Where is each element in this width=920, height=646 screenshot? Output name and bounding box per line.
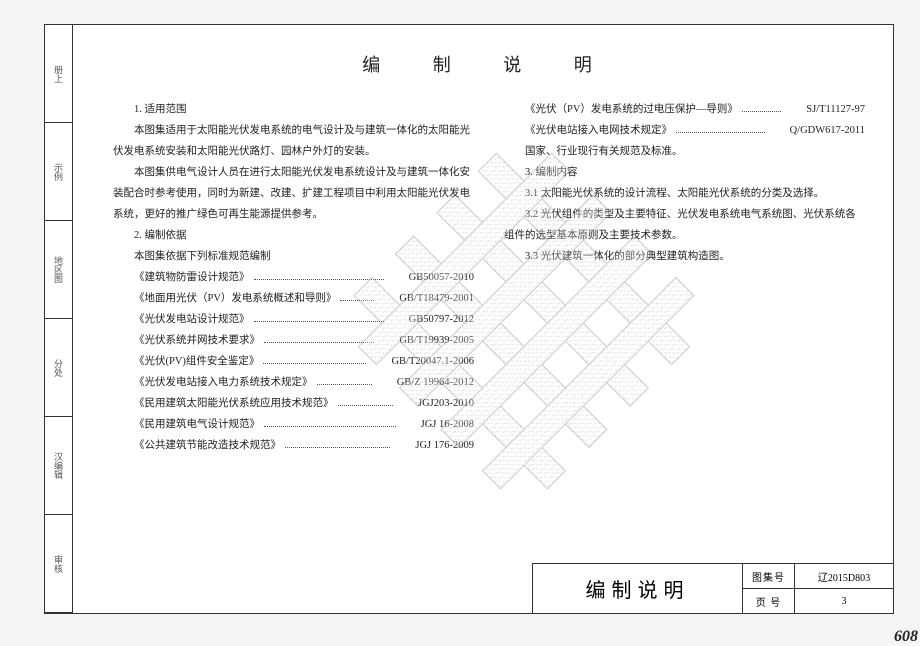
- tb-value: 辽2015D803: [795, 564, 893, 588]
- margin-cell: 汉编辑: [45, 417, 72, 515]
- reference-code: JGJ 16-2008: [400, 414, 474, 435]
- margin-cell: 册上: [45, 25, 72, 123]
- leader-dots: [263, 363, 366, 364]
- reference-row: 《光伏发电站接入电力系统技术规定》 GB/Z 19964-2012: [113, 372, 474, 393]
- reference-row: 《民用建筑太阳能光伏系统应用技术规范》 JGJ203-2010: [113, 393, 474, 414]
- reference-row: 《光伏(PV)组件安全鉴定》 GB/T20047.1-2006: [113, 351, 474, 372]
- sec3-item: 3.2 光伏组件的类型及主要特征、光伏发电系统电气系统图、光伏系统各组件的选型基…: [504, 204, 865, 246]
- leader-dots: [742, 111, 781, 112]
- margin-cell: 分处: [45, 319, 72, 417]
- sec3-item: 3.3 光伏建筑一体化的部分典型建筑构造图。: [504, 246, 865, 267]
- tb-label: 图集号: [743, 564, 795, 588]
- reference-title: 《地面用光伏（PV）发电系统概述和导则》: [113, 288, 336, 309]
- column-right: 《光伏（PV）发电系统的过电压保护—导则》SJ/T11127-97《光伏电站接入…: [504, 99, 865, 456]
- reference-code: GB/T19939-2005: [378, 330, 474, 351]
- extra-text: 国家、行业现行有关规范及标准。: [504, 141, 865, 162]
- reference-code: GB/Z 19964-2012: [376, 372, 474, 393]
- margin-cell: 审核: [45, 515, 72, 613]
- reference-row: 《民用建筑电气设计规范》 JGJ 16-2008: [113, 414, 474, 435]
- reference-code: GB/T18479-2001: [378, 288, 474, 309]
- leader-dots: [254, 279, 384, 280]
- reference-code: GB50797-2012: [388, 309, 474, 330]
- leader-dots: [254, 321, 384, 322]
- page-title: 编 制 说 明: [113, 51, 865, 77]
- tb-row: 页 号 3: [743, 589, 893, 613]
- reference-row: 《光伏系统并网技术要求》 GB/T19939-2005: [113, 330, 474, 351]
- tb-row: 图集号 辽2015D803: [743, 564, 893, 589]
- reference-row: 《光伏发电站设计规范》 GB50797-2012: [113, 309, 474, 330]
- reference-code: GB50057-2010: [388, 267, 474, 288]
- reference-title: 《建筑物防雷设计规范》: [113, 267, 250, 288]
- reference-list: 《建筑物防雷设计规范》GB50057-2010《地面用光伏（PV）发电系统概述和…: [113, 267, 474, 456]
- reference-code: Q/GDW617-2011: [769, 120, 865, 141]
- reference-title: 《光伏系统并网技术要求》: [113, 330, 260, 351]
- content-area: 编 制 说 明 1. 适用范围 本图集适用于太阳能光伏发电系统的电气设计及与建筑…: [73, 25, 893, 613]
- tb-label: 页 号: [743, 589, 795, 613]
- reference-row: 《公共建筑节能改造技术规范》 JGJ 176-2009: [113, 435, 474, 456]
- reference-title: 《民用建筑电气设计规范》: [113, 414, 260, 435]
- reference-title: 《光伏电站接入电网技术规定》: [504, 120, 672, 141]
- reference-title: 《光伏(PV)组件安全鉴定》: [113, 351, 259, 372]
- title-block-right: 图集号 辽2015D803 页 号 3: [743, 564, 893, 613]
- margin-cell: 示例: [45, 123, 72, 221]
- reference-row: 《光伏（PV）发电系统的过电压保护—导则》 SJ/T11127-97: [504, 99, 865, 120]
- sec2-heading: 2. 编制依据: [113, 225, 474, 246]
- outer-page-number: 608: [894, 628, 918, 646]
- reference-row: 《地面用光伏（PV）发电系统概述和导则》 GB/T18479-2001: [113, 288, 474, 309]
- reference-title: 《公共建筑节能改造技术规范》: [113, 435, 281, 456]
- reference-code: SJ/T11127-97: [785, 99, 865, 120]
- leader-dots: [338, 405, 393, 406]
- leader-dots: [285, 447, 390, 448]
- leader-dots: [317, 384, 372, 385]
- reference-row: 《光伏电站接入电网技术规定》 Q/GDW617-2011: [504, 120, 865, 141]
- left-margin: 册上 示例 地区图 分处 汉编辑 审核: [45, 25, 73, 613]
- leader-dots: [264, 342, 374, 343]
- title-block: 编制说明 图集号 辽2015D803 页 号 3: [532, 563, 893, 613]
- sec3-item: 3.1 太阳能光伏系统的设计流程、太阳能光伏系统的分类及选择。: [504, 183, 865, 204]
- leader-dots: [264, 426, 396, 427]
- margin-cell: 地区图: [45, 221, 72, 319]
- column-left: 1. 适用范围 本图集适用于太阳能光伏发电系统的电气设计及与建筑一体化的太阳能光…: [113, 99, 474, 456]
- leader-dots: [676, 132, 765, 133]
- tb-value: 3: [795, 589, 893, 613]
- reference-title: 《民用建筑太阳能光伏系统应用技术规范》: [113, 393, 334, 414]
- sec3-heading: 3. 编制内容: [504, 162, 865, 183]
- sec1-heading: 1. 适用范围: [113, 99, 474, 120]
- reference-code: JGJ203-2010: [397, 393, 474, 414]
- reference-row: 《建筑物防雷设计规范》 GB50057-2010: [113, 267, 474, 288]
- reference-list: 《光伏（PV）发电系统的过电压保护—导则》SJ/T11127-97《光伏电站接入…: [504, 99, 865, 141]
- reference-code: GB/T20047.1-2006: [370, 351, 474, 372]
- title-block-main: 编制说明: [533, 564, 743, 613]
- sec1-para: 本图集供电气设计人员在进行太阳能光伏发电系统设计及与建筑一体化安装配合时参考使用…: [113, 162, 474, 225]
- sec1-para: 本图集适用于太阳能光伏发电系统的电气设计及与建筑一体化的太阳能光伏发电系统安装和…: [113, 120, 474, 162]
- reference-code: JGJ 176-2009: [394, 435, 474, 456]
- reference-title: 《光伏发电站设计规范》: [113, 309, 250, 330]
- leader-dots: [340, 300, 374, 301]
- content-columns: 1. 适用范围 本图集适用于太阳能光伏发电系统的电气设计及与建筑一体化的太阳能光…: [113, 99, 865, 456]
- reference-title: 《光伏发电站接入电力系统技术规定》: [113, 372, 313, 393]
- reference-title: 《光伏（PV）发电系统的过电压保护—导则》: [504, 99, 738, 120]
- sec2-intro: 本图集依据下列标准规范编制: [113, 246, 474, 267]
- page-frame: 册上 示例 地区图 分处 汉编辑 审核: [44, 24, 894, 614]
